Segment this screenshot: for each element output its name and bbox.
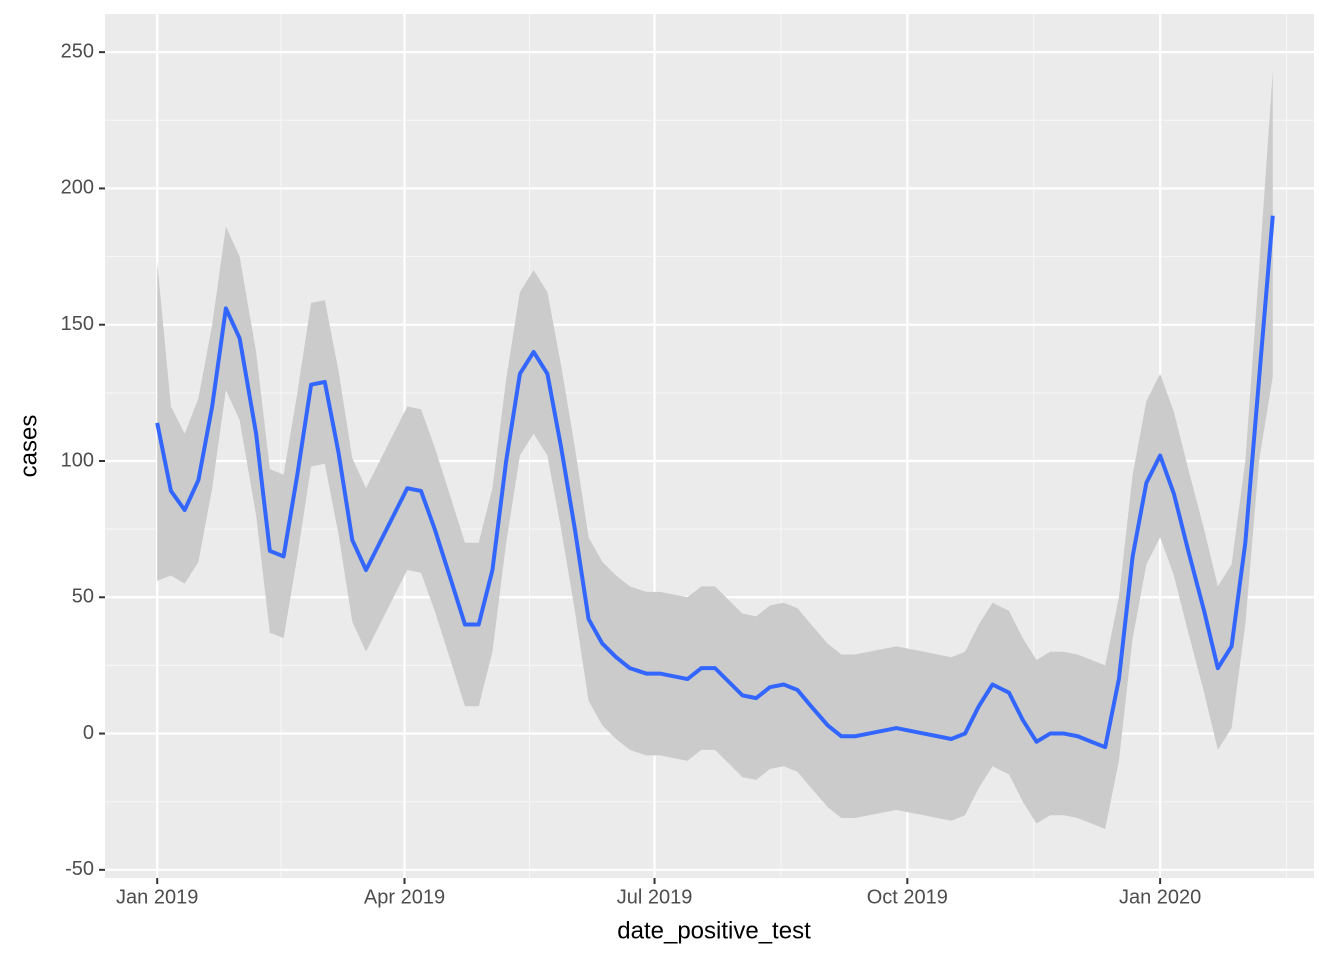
x-tick-label: Oct 2019 (867, 886, 948, 908)
x-tick-label: Jan 2019 (116, 886, 198, 908)
x-tick-label: Jan 2020 (1119, 886, 1201, 908)
x-tick-label: Apr 2019 (364, 886, 445, 908)
x-axis-title: date_positive_test (617, 917, 811, 944)
y-tick-label: 250 (61, 40, 94, 62)
x-tick-label: Jul 2019 (617, 886, 693, 908)
y-tick-label: -50 (65, 858, 94, 880)
y-tick-label: 200 (61, 177, 94, 199)
y-tick-label: 100 (61, 449, 94, 471)
y-tick-label: 50 (72, 586, 94, 608)
trend-line (155, 215, 1275, 750)
y-tick-label: 0 (83, 722, 94, 744)
confidence-band (157, 71, 1273, 829)
y-axis-title: cases (15, 415, 42, 478)
y-tick-label: 150 (61, 313, 94, 335)
